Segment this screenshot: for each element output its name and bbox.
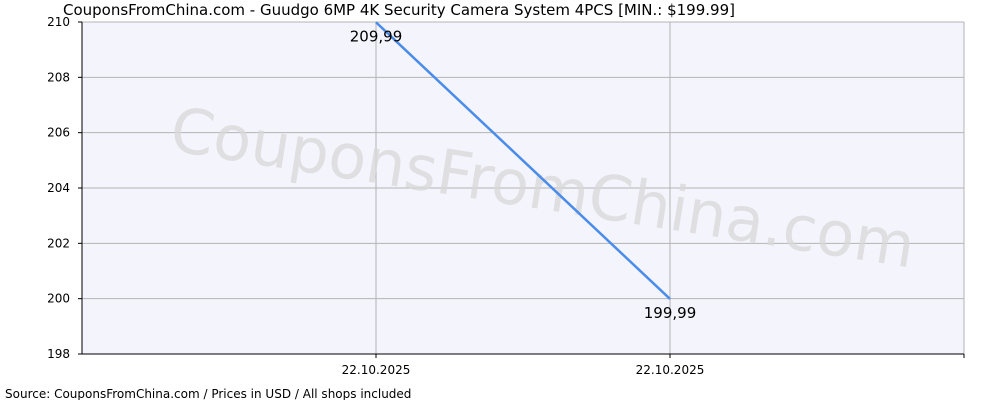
chart-title: CouponsFromChina.com - Guudgo 6MP 4K Sec… xyxy=(63,1,735,19)
series-line-0 xyxy=(375,21,671,300)
series-group xyxy=(375,21,671,300)
data-label-1: 199,99 xyxy=(644,304,697,322)
y-tick-label-3: 204 xyxy=(47,181,70,195)
x-tick-label-0: 22.10.2025 xyxy=(342,363,411,377)
y-tick-labels: 198 200 202 204 206 208 210 xyxy=(47,15,70,361)
data-labels: 209,99 199,99 xyxy=(350,27,697,322)
y-tick-label-0: 198 xyxy=(47,347,70,361)
axes xyxy=(78,21,965,358)
x-tick-labels: 22.10.2025 22.10.2025 xyxy=(342,363,705,377)
y-tick-label-6: 210 xyxy=(47,15,70,29)
y-tick-label-2: 202 xyxy=(47,236,70,250)
y-tick-label-5: 208 xyxy=(47,70,70,84)
source-note: Source: CouponsFromChina.com / Prices in… xyxy=(5,387,411,400)
data-label-0: 209,99 xyxy=(350,27,403,45)
x-tick-label-1: 22.10.2025 xyxy=(636,363,705,377)
y-tick-label-4: 206 xyxy=(47,126,70,140)
y-tick-label-1: 200 xyxy=(47,292,70,306)
grid-lines xyxy=(82,21,965,355)
